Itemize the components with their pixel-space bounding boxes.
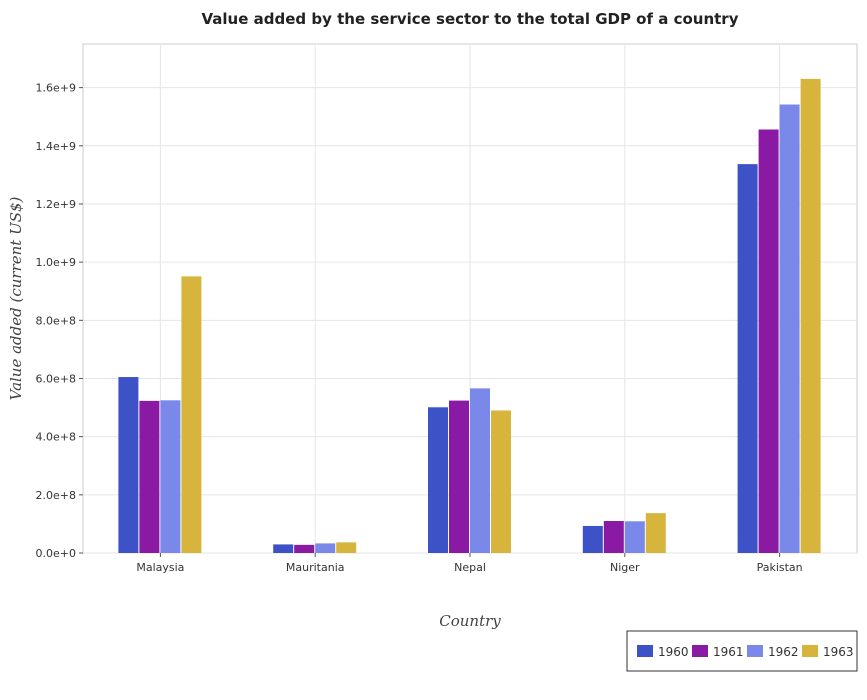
legend-swatch-1960: [637, 645, 653, 657]
bar-mauritania-1963: [336, 542, 357, 553]
legend-label-1961: 1961: [713, 645, 744, 659]
y-tick-label: 0.0e+0: [36, 547, 76, 560]
bar-pakistan-1963: [800, 78, 821, 553]
y-tick-label: 1.0e+9: [36, 256, 76, 269]
bar-nepal-1963: [491, 410, 511, 553]
x-tick-label: Mauritania: [286, 561, 345, 574]
bar-niger-1960: [582, 525, 603, 553]
x-tick-label: Malaysia: [136, 561, 184, 574]
bar-malaysia-1960: [118, 377, 139, 553]
y-tick-label: 6.0e+8: [36, 372, 76, 385]
x-axis: Malaysia Mauritania Nepal Niger Pakistan: [136, 553, 803, 574]
y-tick-label: 8.0e+8: [36, 314, 76, 327]
y-tick-label: 1.4e+9: [36, 140, 76, 153]
bar-pakistan-1961: [758, 129, 779, 553]
y-tick-label: 4.0e+8: [36, 431, 76, 444]
legend-swatch-1961: [692, 645, 708, 657]
y-axis-title: Value added (current US$): [7, 196, 25, 400]
x-axis-title: Country: [439, 612, 501, 630]
bar-niger-1963: [645, 513, 666, 553]
chart-title: Value added by the service sector to the…: [202, 10, 739, 28]
bar-mauritania-1961: [294, 544, 315, 553]
x-tick-label: Niger: [610, 561, 640, 574]
legend-label-1962: 1962: [768, 645, 799, 659]
bar-mauritania-1960: [273, 544, 294, 553]
bar-malaysia-1962: [160, 400, 181, 553]
x-tick-label: Nepal: [454, 561, 486, 574]
bars: [118, 78, 821, 553]
legend-box: [626, 630, 858, 672]
bar-niger-1961: [603, 521, 624, 553]
y-tick-label: 2.0e+8: [36, 489, 76, 502]
legend: 1960 1961 1962 1963: [626, 630, 858, 672]
bar-malaysia-1963: [181, 276, 202, 553]
bar-nepal-1960: [428, 407, 448, 553]
x-tick-label: Pakistan: [757, 561, 803, 574]
bar-malaysia-1961: [139, 400, 160, 553]
bar-nepal-1961: [449, 400, 469, 553]
bar-niger-1962: [624, 521, 645, 553]
bar-nepal-1962: [470, 388, 490, 553]
legend-label-1960: 1960: [658, 645, 689, 659]
legend-swatch-1962: [747, 645, 763, 657]
y-tick-label: 1.6e+9: [36, 82, 76, 95]
y-tick-label: 1.2e+9: [36, 198, 76, 211]
legend-label-1963: 1963: [823, 645, 854, 659]
bar-pakistan-1962: [779, 104, 800, 553]
y-axis: 0.0e+0 2.0e+8 4.0e+8 6.0e+8 8.0e+8 1.0e+9 1.2e…: [36, 82, 83, 560]
legend-swatch-1963: [802, 645, 818, 657]
bar-pakistan-1960: [737, 164, 758, 553]
bar-mauritania-1962: [315, 543, 336, 553]
